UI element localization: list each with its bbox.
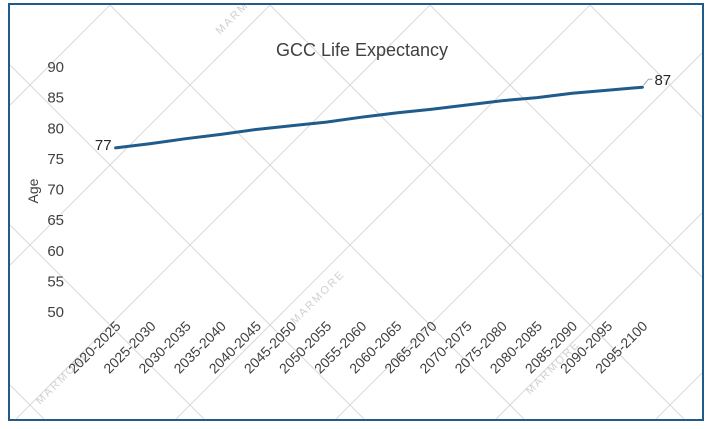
watermark-line (15, 5, 431, 419)
watermark-line (589, 5, 702, 118)
watermark-line (10, 384, 45, 419)
watermark-line (495, 212, 702, 419)
watermark-line (10, 5, 271, 266)
y-tick-label: 65 (47, 212, 64, 229)
chart-title: GCC Life Expectancy (276, 40, 448, 60)
watermark-line (10, 64, 365, 419)
watermark-line (109, 5, 525, 419)
data-label-start: 77 (95, 137, 112, 154)
y-tick-label: 85 (47, 90, 64, 107)
chart-frame: MARMORE MARMORE MARMORE MARMORE GCC Life Ex… (8, 3, 704, 421)
series-layer (114, 85, 644, 150)
y-tick-label: 50 (47, 304, 64, 321)
watermark-line (429, 5, 702, 278)
data-labels: 77 87 (95, 72, 671, 154)
y-tick-label: 90 (47, 59, 64, 76)
watermark-line (10, 5, 111, 106)
y-axis-ticks: 90 85 80 75 70 65 60 55 50 (47, 59, 64, 321)
y-tick-label: 75 (47, 151, 64, 168)
x-axis-ticks: 2020-20252025-20302030-20352035-20402040… (65, 318, 651, 377)
watermark-line (10, 224, 205, 419)
y-tick-label: 55 (47, 273, 64, 290)
watermark-line (335, 52, 702, 419)
watermark-line (175, 5, 591, 419)
watermark-line (655, 372, 702, 419)
y-axis-label: Age (25, 178, 41, 203)
watermark-line (269, 5, 685, 419)
y-tick-label: 60 (47, 243, 64, 260)
y-tick-label: 70 (47, 182, 64, 199)
series-line (114, 85, 644, 150)
y-tick-label: 80 (47, 120, 64, 137)
data-label-end: 87 (654, 72, 671, 89)
data-label-leader (643, 78, 653, 86)
